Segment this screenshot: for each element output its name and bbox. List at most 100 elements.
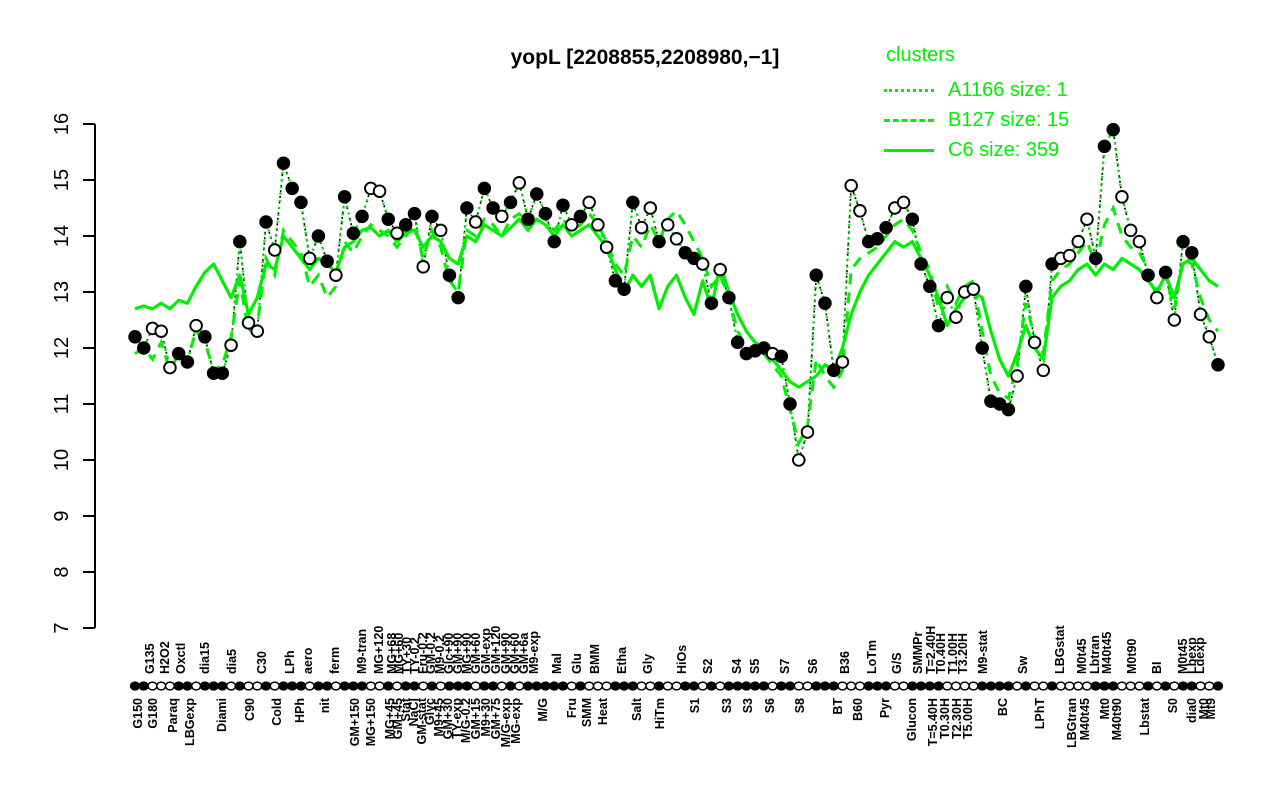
data-point [154,324,168,338]
x-axis-label: LBGexp [183,698,197,746]
data-point [1185,246,1199,260]
rug-dot [426,681,438,691]
x-axis-label: S4 [730,659,744,674]
x-axis-label: Cold [270,698,284,726]
rug-dot [1116,681,1128,691]
data-point [652,234,666,249]
data-point [591,218,605,232]
data-point [1036,363,1051,378]
data-point [879,220,893,235]
x-axis-label: MG-exp [509,698,523,744]
rug-dot [715,681,726,691]
rug-dot [173,681,184,691]
x-axis-label: GM+45 [391,698,405,739]
x-axis-label: nit [318,697,332,713]
x-axis-label: Gly [641,654,655,674]
x-axis-label: LPh [283,650,297,674]
data-point [390,226,404,240]
rug-dot [863,681,874,691]
rug-dot [252,681,263,691]
x-axis-label: MG+150 [364,698,378,746]
x-axis-label: G150 [131,698,145,729]
data-point [1062,248,1077,263]
x-axis-label: M0t45 [1176,639,1190,674]
x-axis-label: Mt0 [1197,698,1211,720]
x-axis-label: Lbexp [1185,637,1199,674]
x-axis-label: TY-0.2 [408,637,422,674]
rug-dot [1204,681,1215,691]
x-axis-label: C90 [243,698,257,721]
rug-dot [907,681,918,691]
data-point [975,341,989,355]
rug-dot [1177,681,1189,691]
data-point [1115,190,1129,204]
x-axis-label: T2.30H [950,698,964,739]
data-point [259,215,273,229]
rug-dot [540,681,551,691]
rug-dot [671,681,682,691]
data-point [853,204,867,218]
rug-dot [985,681,997,691]
rug-dot [977,681,988,691]
x-axis-label: M0t45 [1075,639,1089,674]
x-axis-label: M9+30 [479,698,493,737]
rug-dot [811,681,822,691]
data-point [783,397,797,411]
y-axis-tick-label: 13 [51,281,73,303]
rug-dot [662,681,673,691]
rug-dot [688,681,700,691]
rug-dot [741,681,752,691]
rug-dot [1169,681,1180,691]
rug-dot [453,681,464,691]
rug-dot [680,681,691,691]
rug-dot [269,681,280,691]
x-axis-label: M0t90 [1125,639,1139,674]
rug-dot [950,681,962,691]
data-point [800,425,815,439]
x-axis-label: MG+68 [385,633,399,674]
x-axis-label: GM+120 [489,626,503,674]
data-point [564,218,579,232]
rug-dot [339,681,350,691]
rug-dot [618,681,630,691]
x-axis-label: HiTm [653,698,667,729]
data-point [1158,265,1173,280]
x-axis-label: B60 [851,698,865,721]
x-axis-label: S6 [763,698,777,713]
legend-label: B127 size: 15 [948,108,1070,131]
x-axis-label: Glu [570,653,584,674]
x-axis-label: GM+75 [489,698,503,739]
rug-dot [400,681,411,691]
rug-dot [531,681,542,691]
x-axis-label: GM+60 [469,633,483,674]
x-axis-label: M9-stat [976,629,990,674]
x-axis-label: M40t90 [1110,698,1124,740]
x-axis-label: Oxctl [174,643,188,674]
rug-dot [610,681,621,691]
data-point [809,268,823,282]
rug-dot [898,681,909,691]
x-axis-label: Diami [215,698,229,732]
data-point [792,453,806,467]
data-point [1123,223,1138,238]
data-point [669,232,684,246]
data-point [163,360,177,375]
rug-dot [1142,681,1154,691]
data-point [285,181,299,196]
rug-dot [522,681,534,691]
data-point [320,254,334,268]
rug-dot [968,681,979,691]
y-axis-tick-label: 8 [51,566,73,577]
x-axis-label: Glucon [905,698,919,741]
rug-dot [653,681,665,691]
rug-dot [1134,681,1145,691]
data-point [626,195,640,210]
data-point [1132,234,1147,249]
rug-dot [418,681,429,691]
y-axis-tick-label: 12 [51,337,73,359]
data-point [556,198,570,212]
rug-dot [383,681,394,691]
x-axis-label: S8 [793,698,807,713]
data-point [818,296,832,310]
data-point [617,282,631,296]
